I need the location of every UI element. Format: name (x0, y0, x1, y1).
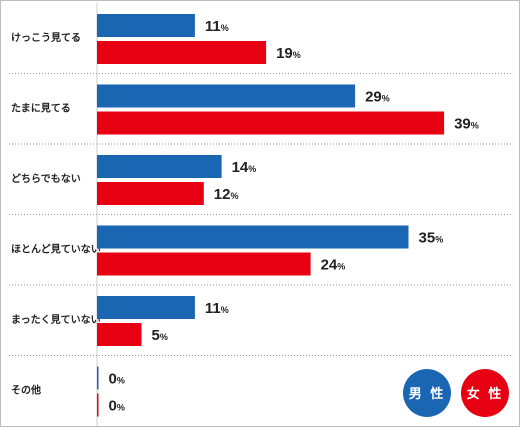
data-label-unit: % (160, 332, 168, 342)
bar (97, 41, 267, 64)
data-label: 12% (214, 186, 239, 203)
data-label: 19% (276, 45, 301, 62)
bar (97, 225, 409, 249)
bar (97, 252, 311, 276)
legend-marker (403, 369, 451, 417)
data-label: 11% (205, 300, 229, 317)
data-label: 11% (205, 18, 229, 35)
category-label: たまに見てる (11, 103, 71, 115)
bar (97, 393, 99, 417)
data-label: 0% (109, 398, 125, 415)
data-label-unit: % (293, 50, 301, 60)
data-label-unit: % (221, 23, 229, 33)
legend-marker (461, 369, 509, 417)
bar (97, 155, 222, 178)
bar (97, 182, 204, 205)
data-label-unit: % (382, 94, 390, 104)
category-label: その他 (11, 384, 41, 397)
bar (97, 84, 356, 108)
data-label-unit: % (230, 191, 238, 201)
data-label: 39% (454, 116, 479, 133)
legend-label: 男 性 (409, 386, 446, 402)
bar (97, 14, 195, 37)
data-label-unit: % (435, 235, 443, 245)
bar (97, 111, 445, 135)
category-label: まったく見ていない (11, 314, 101, 326)
bar (97, 323, 142, 346)
data-label: 24% (321, 257, 346, 274)
data-label-unit: % (117, 376, 125, 386)
category-label: けっこう見てる (11, 32, 81, 44)
data-label: 0% (109, 371, 125, 388)
category-label: どちらでもない (11, 172, 81, 185)
data-label: 14% (232, 159, 257, 176)
data-label-unit: % (337, 262, 345, 272)
data-label-unit: % (248, 164, 256, 174)
data-label-unit: % (471, 121, 479, 131)
bar (97, 296, 195, 319)
category-label: ほとんど見ていない (11, 243, 101, 256)
data-label: 35% (419, 230, 444, 247)
data-label-unit: % (221, 305, 229, 315)
data-label: 29% (365, 89, 390, 106)
bar (97, 366, 99, 390)
data-label: 5% (152, 327, 168, 344)
legend-label: 女 性 (467, 386, 504, 402)
data-label-unit: % (117, 403, 125, 413)
